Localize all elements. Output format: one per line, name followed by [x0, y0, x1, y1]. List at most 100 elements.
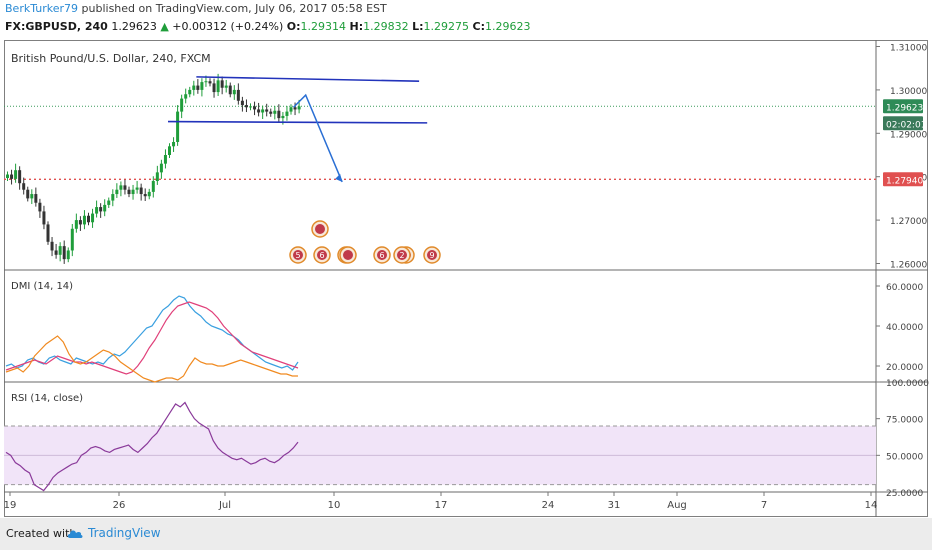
- candle-body: [208, 81, 212, 84]
- candle-body: [119, 185, 123, 190]
- up-arrow-icon: ▲: [160, 20, 169, 33]
- tradingview-brand-link[interactable]: TradingView: [88, 526, 161, 540]
- high-value: 1.29832: [363, 20, 409, 33]
- dmi-y-tick-label: 40.0000: [886, 323, 923, 333]
- adx-line: [5, 335, 298, 383]
- candle-body: [6, 174, 9, 178]
- x-tick-label: Jul: [218, 500, 231, 511]
- rsi-y-tick-label: 75.0000: [886, 416, 923, 426]
- open-key: O:: [286, 20, 301, 33]
- candle-body: [232, 89, 236, 95]
- candle-body: [74, 220, 78, 229]
- rsi-y-tick-label: 100.0000: [886, 379, 929, 389]
- candle-body: [99, 207, 103, 212]
- x-tick-label: Aug: [667, 500, 687, 511]
- quote-line: FX:GBPUSD, 240 1.29623 ▲ +0.00312 (+0.24…: [5, 20, 531, 33]
- candle-body: [293, 107, 297, 110]
- candle-body: [240, 100, 244, 106]
- dmi-pane-title: DMI (14, 14): [11, 281, 73, 292]
- dmi-y-tick-label: 60.0000: [886, 283, 923, 293]
- candle-body: [46, 224, 50, 242]
- projection-arrow: [293, 93, 343, 183]
- candle-body: [91, 213, 95, 223]
- candle-body: [139, 187, 143, 195]
- candle-body: [253, 106, 257, 110]
- candle-body: [103, 204, 107, 212]
- candle-body: [285, 111, 289, 116]
- candle-body: [273, 110, 277, 114]
- event-flag-center: [317, 250, 327, 260]
- price-tag-label: 1.27940: [886, 176, 923, 186]
- candle-body: [50, 241, 54, 251]
- price-tag-label: 02:02:01: [886, 120, 926, 130]
- rsi-y-tick-label: 50.0000: [886, 452, 923, 462]
- candle-body: [18, 170, 22, 184]
- event-flag-center: [315, 224, 325, 234]
- candle-body: [87, 215, 90, 223]
- candle-body: [58, 246, 62, 255]
- x-tick-label: 17: [435, 500, 448, 511]
- last-price-label: 1.29623: [111, 20, 157, 33]
- candle-body: [188, 89, 192, 95]
- chart-canvas[interactable]: British Pound/U.S. Dollar, 240, FXCM DMI …: [0, 0, 932, 518]
- candle-body: [277, 110, 281, 119]
- high-key: H:: [349, 20, 364, 33]
- x-tick-label: 31: [608, 500, 621, 511]
- candle-body: [62, 246, 66, 260]
- candle-body: [115, 189, 119, 195]
- event-flag-label: 9: [429, 251, 434, 260]
- candle-body: [70, 228, 74, 251]
- candle-body: [184, 94, 188, 99]
- candle-body: [26, 189, 30, 199]
- candle-body: [34, 194, 38, 203]
- candle-body: [30, 194, 34, 199]
- candle-body: [155, 172, 159, 182]
- candle-body: [180, 98, 184, 112]
- candle-body: [224, 85, 228, 88]
- price-y-tick-label: 1.26000: [890, 260, 927, 270]
- candle-body: [176, 111, 180, 142]
- candle-body: [159, 163, 163, 173]
- candle-body: [143, 194, 147, 197]
- price-pane-title: British Pound/U.S. Dollar, 240, FXCM: [11, 52, 211, 65]
- candle-body: [66, 250, 70, 260]
- candle-body: [135, 187, 139, 190]
- trendline: [167, 120, 428, 124]
- candle-body: [78, 220, 82, 225]
- candle-body: [38, 202, 42, 212]
- change-label: +0.00312 (+0.24%): [172, 20, 284, 33]
- trendline: [196, 76, 420, 83]
- candle-body: [196, 85, 200, 90]
- candle-body: [265, 109, 269, 112]
- candle-body: [111, 194, 115, 201]
- candle-body: [200, 82, 204, 90]
- candle-body: [107, 200, 111, 205]
- price-tag-last: [883, 99, 923, 114]
- candle-body: [212, 83, 216, 93]
- dmi-plus-line: [5, 295, 299, 371]
- candle-body: [228, 85, 232, 95]
- candle-body: [168, 146, 171, 155]
- x-tick-label: 26: [113, 500, 126, 511]
- event-flag-center: [293, 250, 303, 260]
- price-y-tick-label: 1.27000: [890, 217, 927, 227]
- price-y-tick-label: 1.30000: [890, 87, 927, 97]
- price-tag-support: [883, 172, 923, 187]
- x-tick-label: 7: [761, 500, 767, 511]
- event-flag-center: [427, 250, 437, 260]
- low-key: L:: [412, 20, 424, 33]
- candle-body: [82, 215, 86, 225]
- price-y-tick-label: 1.31000: [890, 44, 927, 54]
- candle-body: [172, 141, 176, 147]
- footer-bar: Created with TradingView: [0, 518, 932, 550]
- author-link[interactable]: BerkTurker79: [5, 2, 79, 15]
- event-flag-label: 6: [319, 251, 324, 260]
- candle-body: [244, 105, 248, 108]
- candle-body: [289, 107, 293, 112]
- candle-body: [123, 185, 127, 190]
- x-tick-label: 19: [4, 500, 17, 511]
- candle-body: [22, 183, 26, 190]
- close-value: 1.29623: [485, 20, 531, 33]
- rsi-y-tick-label: 25.0000: [886, 489, 923, 499]
- candle-body: [147, 191, 151, 197]
